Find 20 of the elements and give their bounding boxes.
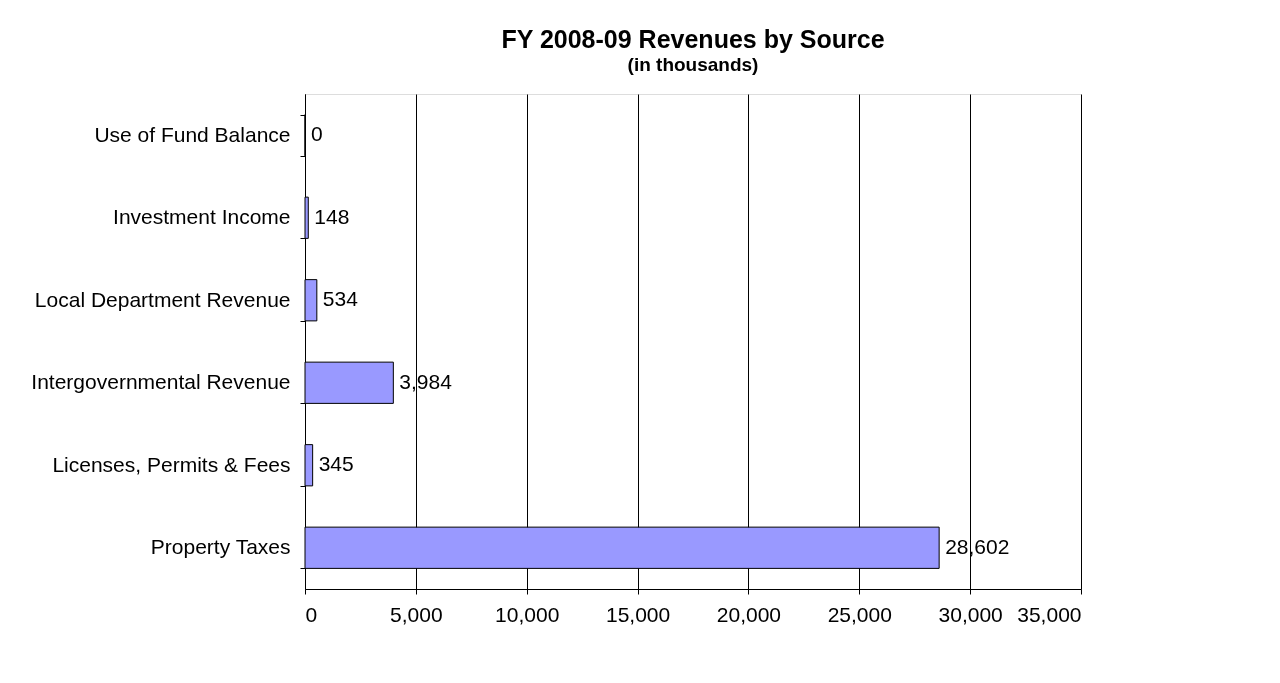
x-tick-label: 35,000 [1017, 602, 1082, 626]
y-tick-label: Use of Fund Balance [94, 122, 291, 146]
data-label: 534 [322, 287, 359, 311]
x-tick-label: 25,000 [827, 602, 892, 626]
data-label: 0 [311, 122, 323, 146]
data-label: 345 [318, 452, 354, 476]
y-tick-label: Property Taxes [150, 535, 291, 559]
y-tick-label: Investment Income [113, 205, 291, 229]
x-tick-label: 10,000 [495, 602, 560, 626]
x-tick-label: 5,000 [390, 602, 443, 626]
x-tick-label: 30,000 [938, 602, 1003, 626]
x-tick-label: 0 [305, 602, 318, 626]
chart-subtitle: (in thousands) [627, 54, 759, 75]
y-tick-label: Licenses, Permits & Fees [52, 452, 291, 476]
x-tick-label: 20,000 [716, 602, 782, 626]
y-tick-label: Intergovernmental Revenue [31, 370, 291, 394]
data-label: 148 [314, 204, 350, 228]
x-tick-label: 15,000 [605, 602, 671, 626]
y-tick-label: Local Department Revenue [34, 287, 291, 311]
chart-title: FY 2008-09 Revenues by Source [501, 25, 885, 53]
